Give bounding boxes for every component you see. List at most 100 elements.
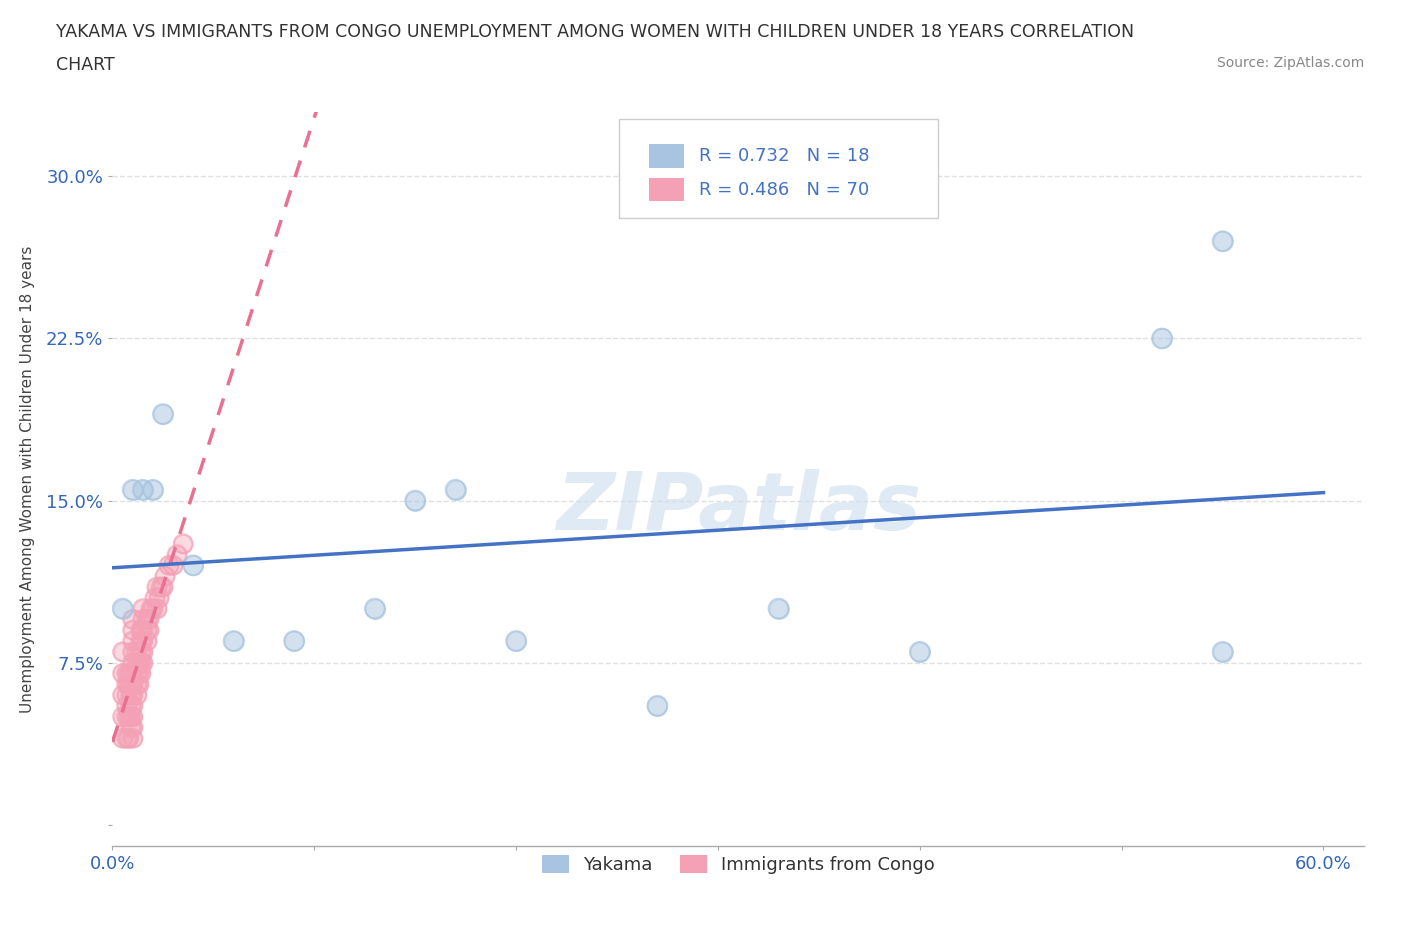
Point	[139, 601, 162, 616]
Point	[115, 710, 138, 724]
Point	[120, 698, 142, 713]
Point	[121, 612, 143, 627]
Point	[149, 579, 172, 594]
Point	[117, 731, 139, 746]
Bar	[650, 144, 685, 167]
Point	[148, 591, 170, 605]
Point	[129, 666, 152, 681]
Point	[166, 547, 188, 562]
Point	[125, 666, 148, 681]
Point	[128, 656, 150, 671]
Text: CHART: CHART	[56, 56, 115, 73]
Point	[115, 710, 138, 724]
Point	[121, 720, 143, 735]
Point	[222, 633, 245, 648]
Point	[132, 623, 155, 638]
Point	[111, 710, 134, 724]
Point	[152, 406, 174, 421]
Point	[135, 612, 157, 627]
Point	[181, 558, 204, 573]
Point	[132, 633, 155, 648]
Point	[132, 601, 155, 616]
Point	[115, 677, 138, 692]
Point	[138, 623, 160, 638]
Point	[129, 666, 152, 681]
Point	[181, 558, 204, 573]
Point	[364, 601, 387, 616]
Point	[162, 558, 184, 573]
Point	[121, 710, 143, 724]
Point	[1150, 331, 1173, 346]
Point	[121, 698, 143, 713]
Point	[128, 656, 150, 671]
Point	[120, 677, 142, 692]
Point	[128, 666, 150, 681]
Point	[115, 698, 138, 713]
Point	[115, 698, 138, 713]
Point	[125, 687, 148, 702]
Point	[404, 493, 426, 508]
Point	[135, 633, 157, 648]
Point	[121, 666, 143, 681]
Point	[115, 666, 138, 681]
Point	[125, 656, 148, 671]
Point	[128, 677, 150, 692]
Point	[364, 601, 387, 616]
Point	[444, 483, 467, 498]
Point	[120, 720, 142, 735]
Point	[128, 677, 150, 692]
Point	[120, 698, 142, 713]
Text: Source: ZipAtlas.com: Source: ZipAtlas.com	[1216, 56, 1364, 70]
Point	[153, 569, 176, 584]
Point	[121, 483, 143, 498]
Point	[117, 731, 139, 746]
Point	[139, 601, 162, 616]
Point	[135, 633, 157, 648]
Point	[115, 677, 138, 692]
Point	[121, 677, 143, 692]
Point	[129, 644, 152, 659]
Point	[115, 731, 138, 746]
Point	[222, 633, 245, 648]
Point	[121, 483, 143, 498]
Point	[505, 633, 527, 648]
Point	[129, 656, 152, 671]
Point	[129, 623, 152, 638]
Point	[125, 644, 148, 659]
Point	[111, 644, 134, 659]
Point	[138, 623, 160, 638]
Point	[132, 601, 155, 616]
Point	[121, 644, 143, 659]
Point	[121, 687, 143, 702]
Point	[505, 633, 527, 648]
Point	[1150, 331, 1173, 346]
Point	[404, 493, 426, 508]
Point	[121, 623, 143, 638]
Point	[121, 656, 143, 671]
Point	[117, 666, 139, 681]
Point	[128, 666, 150, 681]
Point	[121, 731, 143, 746]
Point	[146, 579, 169, 594]
Point	[143, 591, 166, 605]
Point	[120, 710, 142, 724]
Point	[908, 644, 931, 659]
Point	[132, 656, 155, 671]
Point	[152, 406, 174, 421]
Point	[120, 677, 142, 692]
Point	[121, 656, 143, 671]
Point	[149, 579, 172, 594]
Bar	[650, 178, 685, 202]
Point	[172, 537, 194, 551]
Point	[111, 666, 134, 681]
Point	[111, 731, 134, 746]
Point	[121, 687, 143, 702]
Point	[283, 633, 305, 648]
Text: YAKAMA VS IMMIGRANTS FROM CONGO UNEMPLOYMENT AMONG WOMEN WITH CHILDREN UNDER 18 : YAKAMA VS IMMIGRANTS FROM CONGO UNEMPLOY…	[56, 23, 1135, 41]
Point	[125, 677, 148, 692]
Point	[111, 710, 134, 724]
Point	[111, 666, 134, 681]
Point	[117, 666, 139, 681]
Point	[135, 612, 157, 627]
Point	[117, 710, 139, 724]
